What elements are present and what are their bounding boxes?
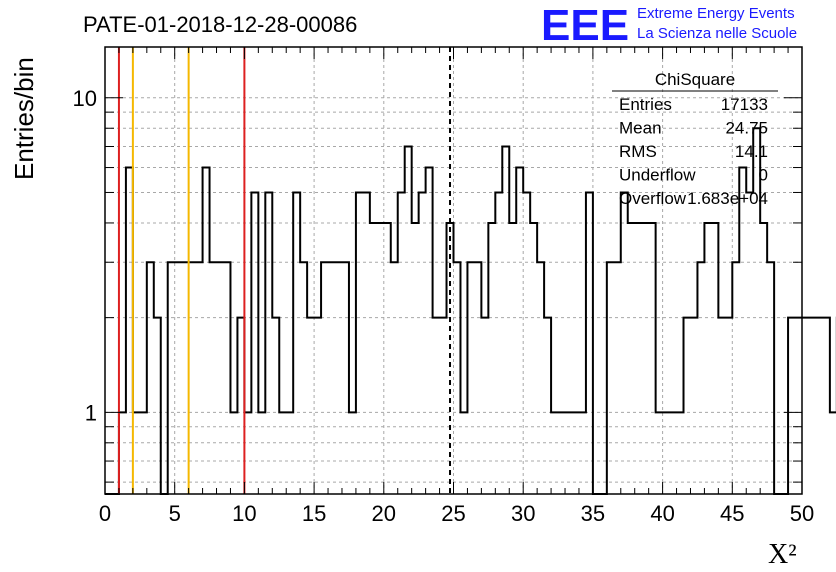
logo-line-2: La Scienza nelle Scuole xyxy=(637,25,797,42)
stats-row-value: 24.75 xyxy=(725,119,768,138)
logo-mark: EEE xyxy=(541,1,629,50)
x-tick-label: 45 xyxy=(720,501,744,526)
x-axis-label: X² xyxy=(768,539,797,570)
stats-box: ChiSquare Entries 17133 Mean 24.75 RMS 14.1 Un… xyxy=(612,70,778,208)
x-tick-label: 20 xyxy=(372,501,396,526)
x-tick-label: 10 xyxy=(232,501,256,526)
x-tick-label: 35 xyxy=(581,501,605,526)
histogram-outline xyxy=(105,127,836,495)
logo-line-1: Extreme Energy Events xyxy=(637,5,795,22)
ticks-layer xyxy=(104,47,803,494)
stats-row-value: 17133 xyxy=(721,95,768,114)
y-axis-label: Entries/bin xyxy=(9,57,39,180)
y-tick-label: 1 xyxy=(85,400,97,425)
stats-row-value: 14.1 xyxy=(735,142,768,161)
x-tick-label: 15 xyxy=(302,501,326,526)
stats-row-label: Underflow xyxy=(619,166,696,185)
x-tick-labels: 0 5 10 15 20 25 30 35 40 45 50 xyxy=(99,501,814,526)
stats-box-title: ChiSquare xyxy=(655,70,735,89)
chart-title: PATE-01-2018-12-28-00086 xyxy=(83,12,357,37)
x-tick-label: 50 xyxy=(790,501,814,526)
stats-row-label: Overflow xyxy=(619,189,687,208)
stats-row-value: 0 xyxy=(759,166,768,185)
y-tick-labels: 1 10 xyxy=(73,86,97,426)
x-tick-label: 5 xyxy=(169,501,181,526)
x-tick-label: 25 xyxy=(441,501,465,526)
x-tick-label: 40 xyxy=(650,501,674,526)
histogram-layer xyxy=(105,127,836,495)
stats-rows: Entries 17133 Mean 24.75 RMS 14.1 Underflow 0 Ov… xyxy=(619,95,768,208)
eee-logo: EEE Extreme Energy Events La Scienza nel… xyxy=(541,1,797,50)
x-tick-label: 0 xyxy=(99,501,111,526)
stats-row-label: Mean xyxy=(619,119,662,138)
y-tick-label: 10 xyxy=(73,86,97,111)
stats-row-label: Entries xyxy=(619,95,672,114)
vertical-lines-layer xyxy=(117,47,452,494)
stats-row-label: RMS xyxy=(619,142,657,161)
x-tick-label: 30 xyxy=(511,501,535,526)
stats-row-value: 1.683e+04 xyxy=(687,189,768,208)
